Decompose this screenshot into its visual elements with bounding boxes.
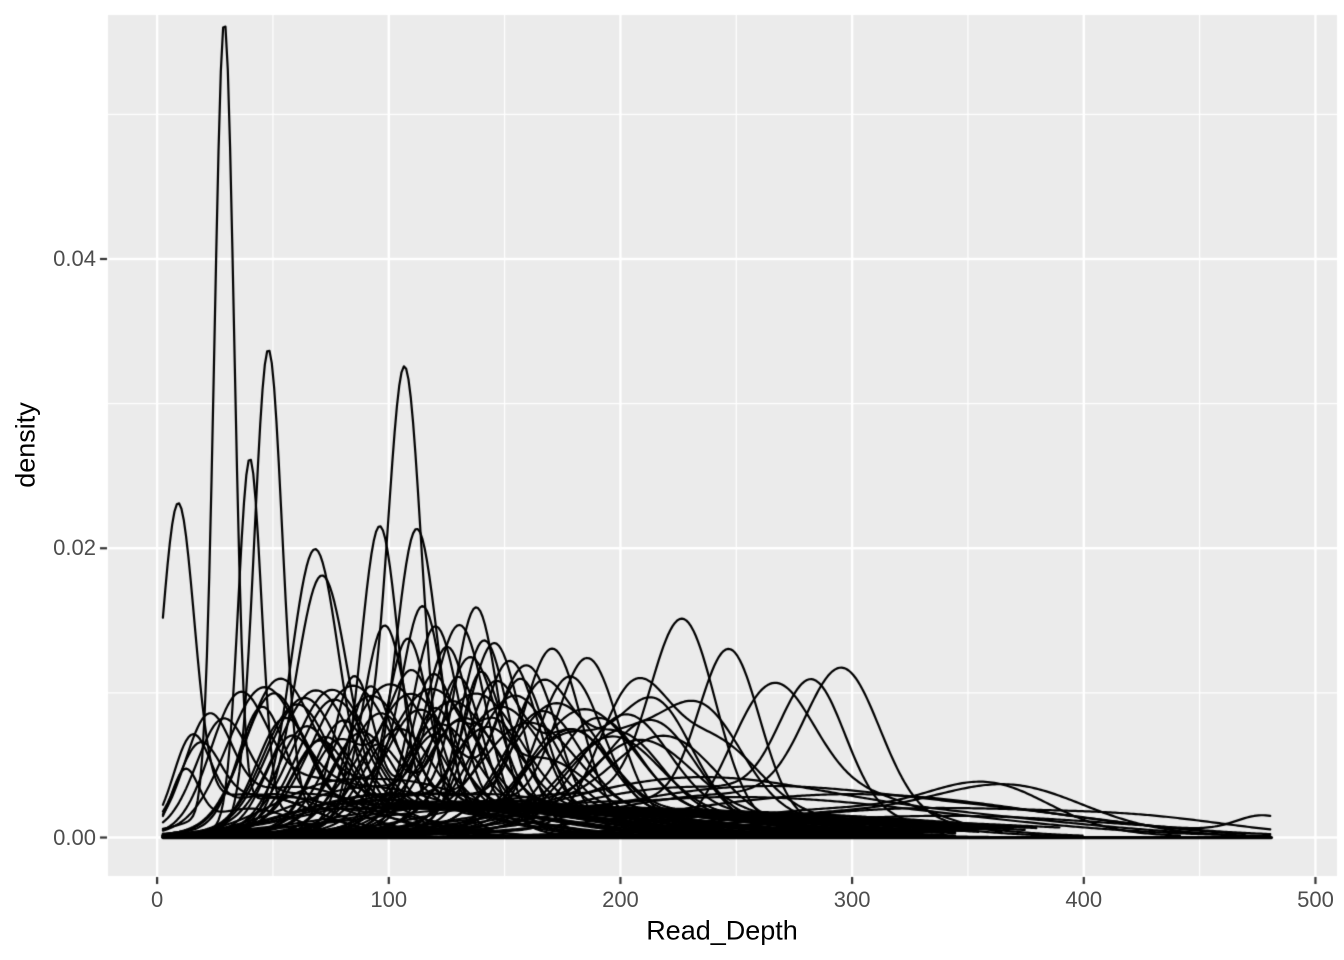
x-axis-tick-label: 400 [1065, 887, 1103, 912]
x-axis-title: Read_Depth [646, 915, 798, 946]
y-axis-tick-label: 0.04 [53, 245, 96, 271]
x-axis-tick-label: 500 [1297, 887, 1334, 912]
y-axis-tick-label: 0.00 [53, 824, 96, 850]
x-axis-tick-label: 100 [370, 887, 408, 912]
y-axis-title: density [10, 402, 41, 488]
x-axis-tick-label: 300 [833, 887, 871, 912]
x-axis-tick-label: 0 [150, 887, 164, 912]
x-axis-tick-label: 200 [602, 887, 639, 912]
y-axis-tick-label: 0.02 [53, 535, 96, 561]
